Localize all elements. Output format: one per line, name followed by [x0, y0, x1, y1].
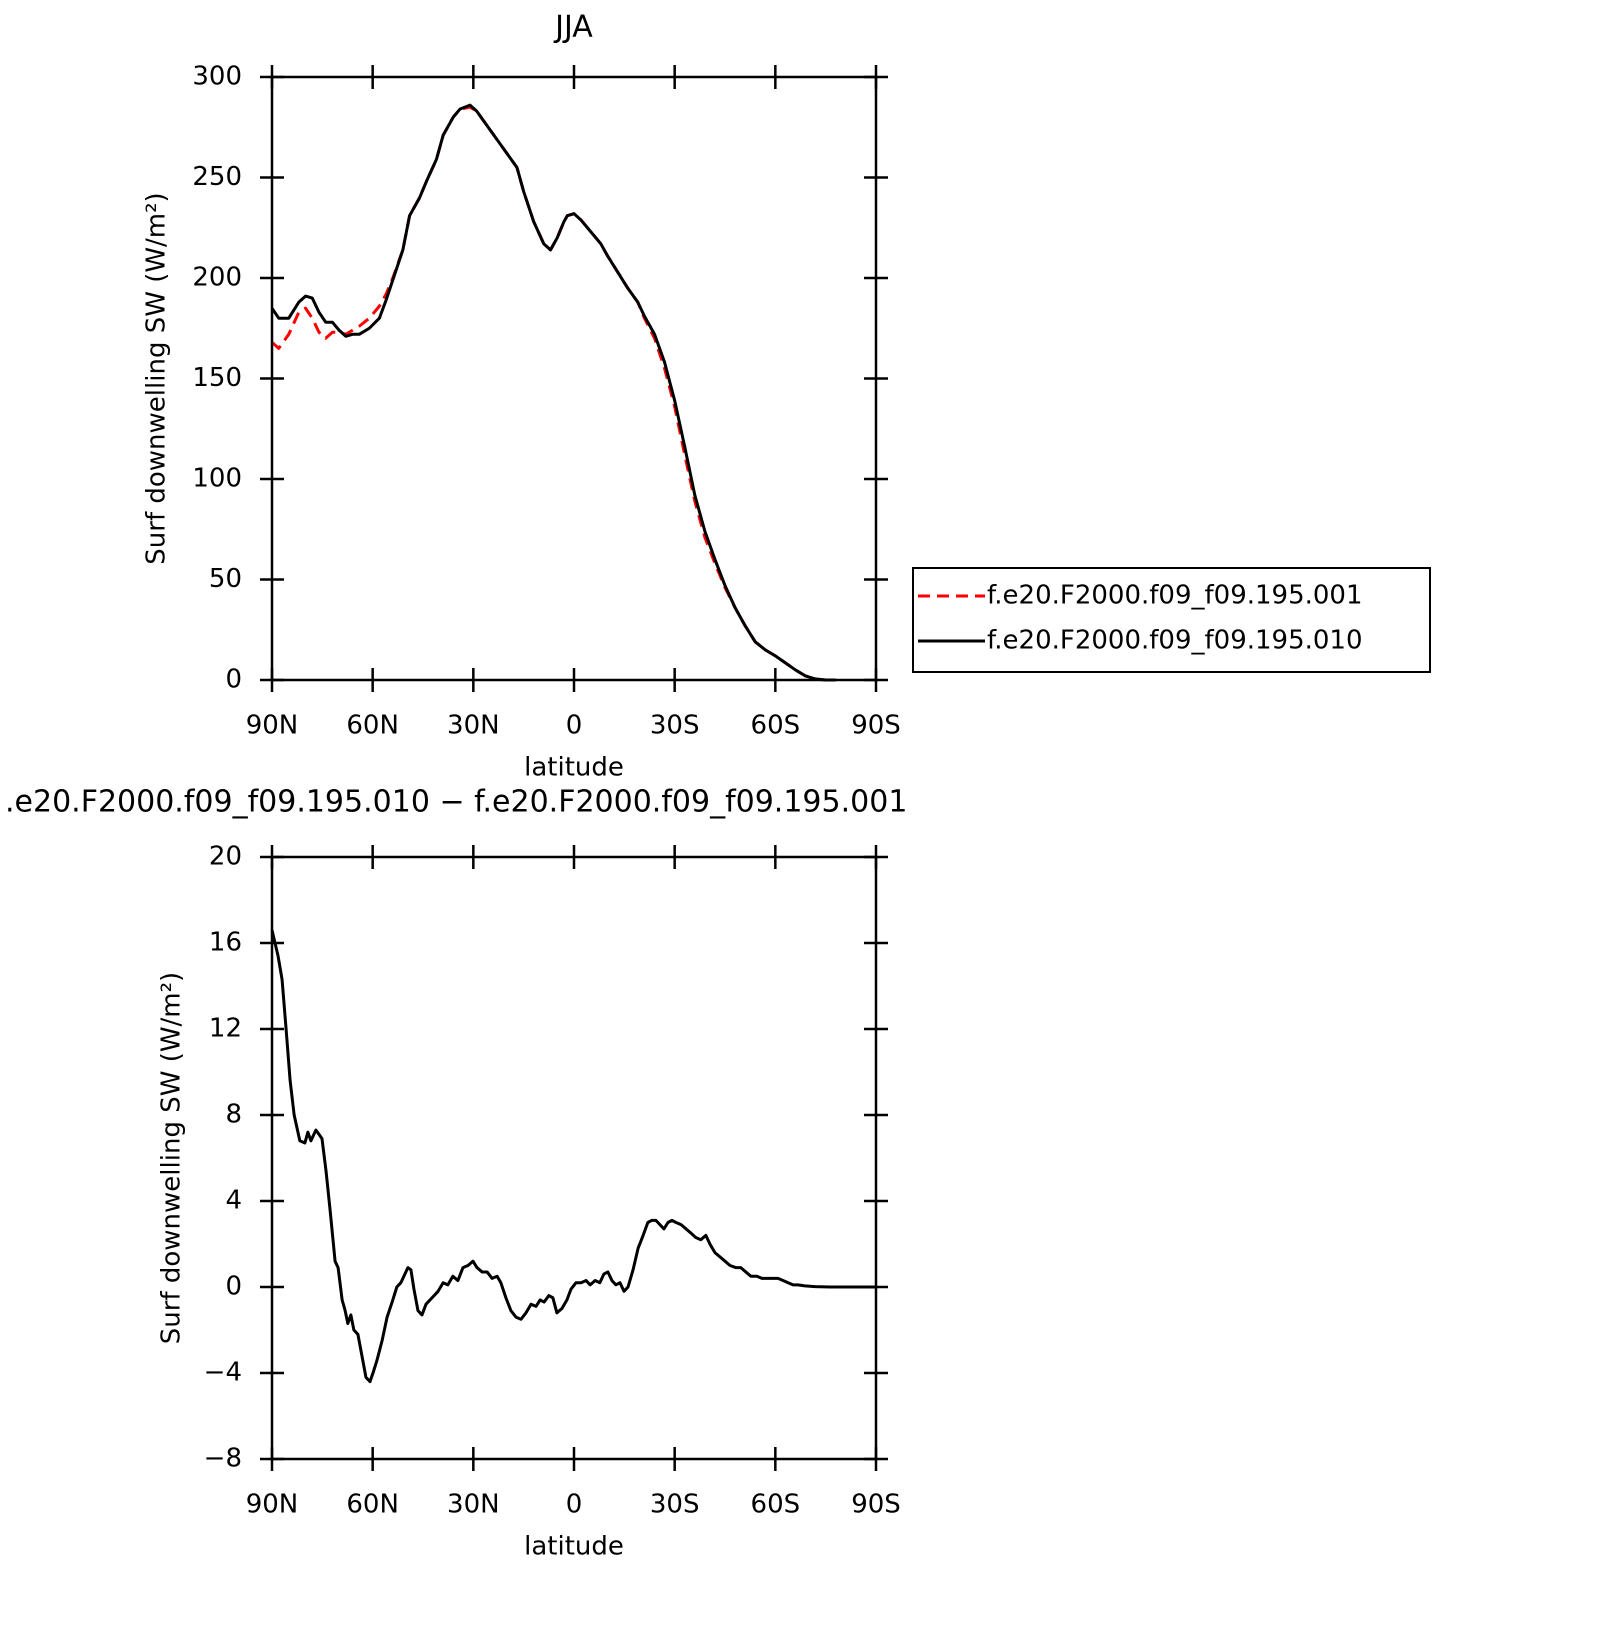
y-tick-label: 4 [225, 1186, 242, 1216]
y-axis-label: Surf downwelling SW (W/m²) [142, 192, 172, 564]
data-line [270, 105, 836, 682]
y-tick-label: 200 [192, 263, 242, 293]
y-tick-label: −8 [204, 1444, 242, 1474]
x-tick-label: 60N [346, 711, 399, 741]
legend-label: f.e20.F2000.f09_f09.195.010 [987, 626, 1363, 656]
x-tick-label: 60S [751, 1490, 801, 1520]
x-tick-label: 90S [851, 1490, 901, 1520]
data-line [270, 929, 876, 1384]
x-tick-label: 90N [246, 711, 299, 741]
x-tick-label: 0 [566, 1490, 583, 1520]
x-tick-label: 30N [447, 711, 500, 741]
x-tick-label: 30S [650, 711, 700, 741]
y-tick-label: 150 [192, 363, 242, 393]
y-tick-label: 300 [192, 62, 242, 92]
legend-box [912, 567, 1431, 673]
y-tick-label: −4 [204, 1358, 242, 1388]
chart-title: .e20.F2000.f09_f09.195.010 − f.e20.F2000… [5, 785, 907, 820]
y-tick-label: 100 [192, 464, 242, 494]
y-tick-label: 0 [225, 665, 242, 695]
x-axis-label: latitude [524, 1532, 624, 1562]
y-tick-label: 50 [209, 564, 242, 594]
plot-frame [270, 75, 878, 682]
x-tick-label: 30N [447, 1490, 500, 1520]
y-tick-label: 12 [209, 1014, 242, 1044]
y-tick-label: 250 [192, 162, 242, 192]
y-tick-label: 16 [209, 928, 242, 958]
legend-label: f.e20.F2000.f09_f09.195.001 [987, 581, 1363, 611]
x-tick-label: 90S [851, 711, 901, 741]
x-tick-label: 0 [566, 711, 583, 741]
x-tick-label: 90N [246, 1490, 299, 1520]
y-tick-label: 20 [209, 842, 242, 872]
y-axis-label: Surf downwelling SW (W/m²) [157, 972, 187, 1344]
x-tick-label: 60S [751, 711, 801, 741]
x-axis-label: latitude [524, 753, 624, 783]
x-tick-label: 60N [346, 1490, 399, 1520]
data-line [270, 103, 836, 682]
x-tick-label: 30S [650, 1490, 700, 1520]
chart-title: JJA [553, 10, 593, 45]
y-tick-label: 0 [225, 1272, 242, 1302]
y-tick-label: 8 [225, 1100, 242, 1130]
plot-frame [270, 855, 878, 1461]
